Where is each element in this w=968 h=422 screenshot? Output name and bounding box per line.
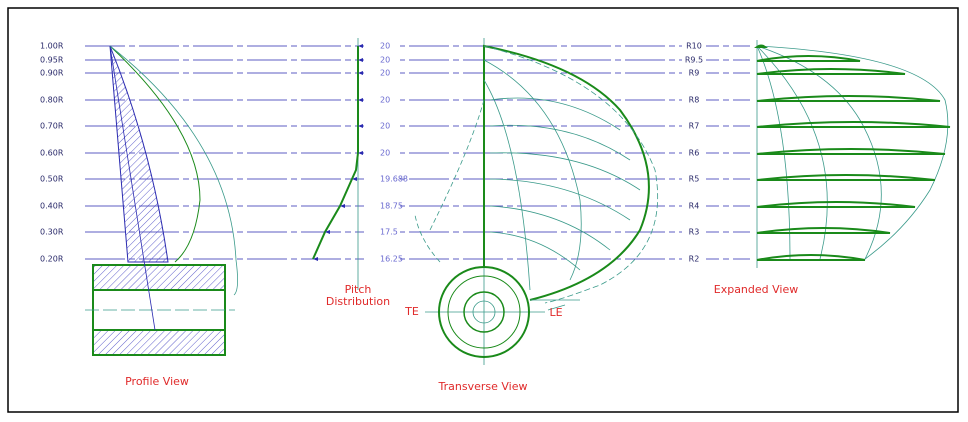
- section-label: R3: [689, 228, 700, 237]
- view-title: Distribution: [326, 295, 390, 308]
- radius-label: 0.30R: [40, 228, 64, 237]
- view-title: Profile View: [125, 375, 189, 388]
- edge-label: TE: [404, 305, 419, 318]
- radius-lines: [85, 46, 750, 259]
- blade-section: [757, 202, 915, 207]
- section-label: R9: [689, 69, 700, 78]
- blade-section: [757, 149, 945, 154]
- pitch-label: 20: [380, 42, 390, 51]
- radius-label: 0.50R: [40, 175, 64, 184]
- section-label: R4: [689, 202, 700, 211]
- edge-label: LE: [549, 306, 562, 319]
- expanded-view: [757, 40, 950, 268]
- radius-label: 1.00R: [40, 42, 64, 51]
- blade-section: [757, 69, 905, 74]
- radius-label: 0.70R: [40, 122, 64, 131]
- drawing: Profile View Pitch Distribution Transver…: [0, 0, 968, 422]
- radius-label: 0.20R: [40, 255, 64, 264]
- radius-label: 0.60R: [40, 149, 64, 158]
- blade-section: [757, 96, 940, 101]
- radius-label: 0.80R: [40, 96, 64, 105]
- section-label: R2: [689, 255, 700, 264]
- blade-section: [757, 46, 765, 48]
- pitch-label: 16.25: [380, 255, 403, 264]
- radius-label: 0.40R: [40, 202, 64, 211]
- pitch-label: 17.5: [380, 228, 398, 237]
- pitch-label: 19.688: [380, 175, 408, 184]
- view-title: Transverse View: [438, 380, 528, 393]
- radius-label: 0.95R: [40, 56, 64, 65]
- pitch-label: 20: [380, 69, 390, 78]
- blade-section: [757, 122, 950, 127]
- blade-section: [757, 255, 865, 260]
- blade-section: [757, 56, 860, 61]
- pitch-view: [313, 38, 358, 290]
- section-label: R7: [689, 122, 700, 131]
- pitch-label: 20: [380, 149, 390, 158]
- section-label: R5: [689, 175, 700, 184]
- section-label: R8: [689, 96, 700, 105]
- section-label: R9.5: [685, 56, 703, 65]
- transverse-view: [415, 38, 658, 365]
- pitch-label: 20: [380, 56, 390, 65]
- blade-section: [757, 175, 935, 180]
- pitch-label: 20: [380, 122, 390, 131]
- pitch-label: 18.75: [380, 202, 403, 211]
- pitch-label: 20: [380, 96, 390, 105]
- section-label: R6: [689, 149, 700, 158]
- profile-view: [85, 46, 238, 355]
- blade-section: [757, 228, 890, 233]
- view-title: Expanded View: [714, 283, 799, 296]
- section-label: R10: [686, 42, 702, 51]
- radius-label: 0.90R: [40, 69, 64, 78]
